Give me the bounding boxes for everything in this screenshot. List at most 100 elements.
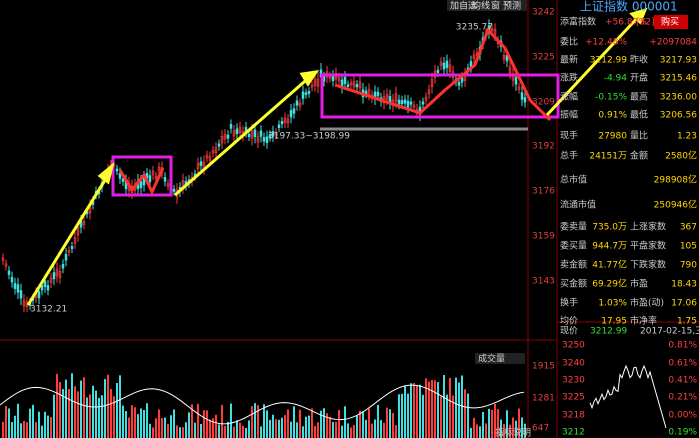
volume <box>380 420 382 438</box>
candle <box>55 268 59 277</box>
candle <box>4 263 8 267</box>
mini-tick: 0.81% <box>668 341 697 351</box>
panel-label-bg <box>475 353 525 364</box>
volume <box>86 397 88 438</box>
mini-tick: 3230 <box>562 376 585 386</box>
candle <box>436 69 440 73</box>
volume <box>128 417 130 438</box>
footer[interactable]: 指标说明 <box>495 427 531 438</box>
candle <box>409 101 413 105</box>
candle <box>235 128 239 134</box>
candle <box>10 276 14 283</box>
candle <box>82 221 86 225</box>
toolbar-item[interactable]: 加自选 <box>450 0 477 12</box>
volume <box>284 415 286 438</box>
candle <box>295 100 299 106</box>
volume <box>56 373 58 438</box>
volume <box>218 424 220 438</box>
volume <box>341 425 343 438</box>
mini-tick: 3240 <box>562 359 585 369</box>
volume <box>101 395 103 438</box>
candle <box>166 183 170 187</box>
candle <box>406 100 410 108</box>
candle <box>472 54 476 60</box>
candle <box>514 77 518 85</box>
candle <box>286 118 290 124</box>
label: 换手 <box>560 297 578 309</box>
volume <box>62 389 64 438</box>
candle <box>13 283 17 289</box>
value: [32] <box>636 18 654 28</box>
price-tick: 3192 <box>532 142 555 152</box>
volume <box>185 422 187 438</box>
candle <box>304 92 308 95</box>
label: 卖金额 <box>560 259 587 271</box>
label: 委卖量 <box>560 221 587 233</box>
mini-tick: 0.41% <box>668 376 697 386</box>
candle <box>139 181 143 189</box>
candle <box>40 285 44 291</box>
candle <box>256 136 260 143</box>
volume <box>464 389 466 438</box>
candle <box>262 137 266 142</box>
toolbar <box>447 0 527 11</box>
volume <box>20 423 22 438</box>
buy-label[interactable]: 购买 <box>661 16 679 28</box>
label: 总市值 <box>560 174 587 186</box>
volume <box>494 403 496 438</box>
label: 下跌家数 <box>630 259 666 271</box>
volume <box>347 423 349 438</box>
candle <box>517 86 521 90</box>
volume <box>212 418 214 438</box>
volume <box>182 427 184 438</box>
candle <box>292 108 296 114</box>
volume <box>524 423 526 438</box>
candle <box>271 131 275 137</box>
candle <box>208 156 212 161</box>
buy-button[interactable] <box>654 15 688 29</box>
volume-bars <box>2 373 526 438</box>
toolbar-item[interactable]: 均线 <box>472 0 490 12</box>
volume-tick: 1915 <box>532 362 555 372</box>
candle <box>502 55 506 60</box>
volume <box>404 385 406 438</box>
volume <box>143 409 145 438</box>
value: 17.95 <box>601 317 627 327</box>
volume <box>248 420 250 438</box>
candle <box>73 237 77 244</box>
toolbar-item[interactable]: 窗 <box>491 0 500 12</box>
volume <box>431 379 433 438</box>
volume <box>257 405 259 438</box>
volume <box>191 404 193 438</box>
volume <box>389 409 391 438</box>
volume <box>41 425 43 438</box>
value: 735.0万 <box>592 223 627 233</box>
candle <box>289 110 293 118</box>
candle <box>523 97 527 103</box>
volume <box>269 419 271 438</box>
candle <box>310 84 314 88</box>
volume <box>326 413 328 438</box>
volume <box>458 382 460 438</box>
volume <box>371 423 373 438</box>
candle <box>394 93 398 102</box>
value: 0.91% <box>598 111 627 121</box>
value: 41.77亿 <box>592 259 627 271</box>
volume <box>299 409 301 438</box>
toolbar-item[interactable]: 预测 <box>503 1 521 12</box>
price-tick: 3225 <box>532 53 555 63</box>
label: 市净率 <box>630 315 657 327</box>
volume <box>467 393 469 438</box>
value: 3215.46 <box>660 74 697 84</box>
volume <box>503 424 505 438</box>
value: 250946亿 <box>654 199 697 211</box>
candle <box>277 124 281 128</box>
volume <box>83 377 85 438</box>
volume <box>23 420 25 438</box>
price-tick: 3143 <box>532 277 555 287</box>
volume <box>305 416 307 438</box>
candle <box>403 99 407 104</box>
volume <box>416 385 418 438</box>
candle <box>349 82 353 86</box>
candle <box>172 188 176 192</box>
